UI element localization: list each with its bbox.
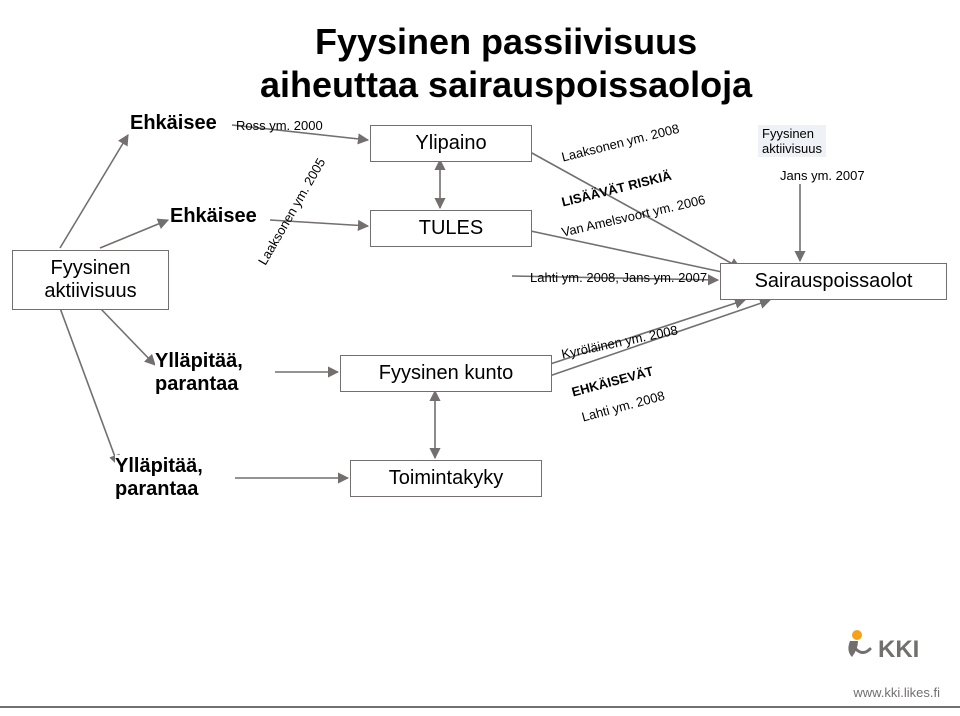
annotation-ross: Ross ym. 2000 — [236, 118, 323, 133]
arrow-fa-to-ehkaisee-mid — [100, 220, 168, 248]
node-ylipaino: Ylipaino — [370, 125, 532, 162]
node-yllapitaa-1: Ylläpitää, parantaa — [155, 350, 275, 396]
annotation-laaksonen-2008: Laaksonen ym. 2008 — [560, 121, 681, 165]
annotation-lahti-jans: Lahti ym. 2008, Jans ym. 2007 — [530, 270, 707, 285]
node-ehkaisee-mid: Ehkäisee — [170, 205, 270, 228]
annotation-jans-2007: Jans ym. 2007 — [780, 168, 865, 183]
logo-text: KKI — [878, 636, 919, 663]
arrow-tules-to-sairaus — [512, 227, 736, 275]
arrow-fa-to-ehkaisee-top — [60, 135, 128, 248]
arrow-fa-to-yllapitaa-2 — [60, 308, 118, 465]
node-fyysinen-aktiivisuus-left: Fyysinen aktiivisuus — [12, 250, 169, 310]
slide-title: Fyysinen passiivisuus aiheuttaa sairausp… — [260, 20, 752, 106]
annotation-fyys-akt-r: Fyysinen aktiivisuus — [758, 125, 826, 157]
node-ehkaisee-top: Ehkäisee — [130, 112, 230, 135]
node-tules: TULES — [370, 210, 532, 247]
node-sairauspoissaolot: Sairauspoissaolot — [720, 263, 947, 300]
node-yllapitaa-2: Ylläpitää, parantaa — [115, 455, 235, 501]
annotation-kyrolainen: Kyröläinen ym. 2008 — [560, 322, 679, 361]
arrow-fa-to-yllapitaa-1 — [100, 308, 155, 365]
footer-url: www.kki.likes.fi — [853, 685, 940, 700]
kki-logo: KKI — [844, 627, 934, 676]
footer-divider — [0, 706, 960, 709]
node-fyysinen-kunto: Fyysinen kunto — [340, 355, 552, 392]
node-toimintakyky: Toimintakyky — [350, 460, 542, 497]
